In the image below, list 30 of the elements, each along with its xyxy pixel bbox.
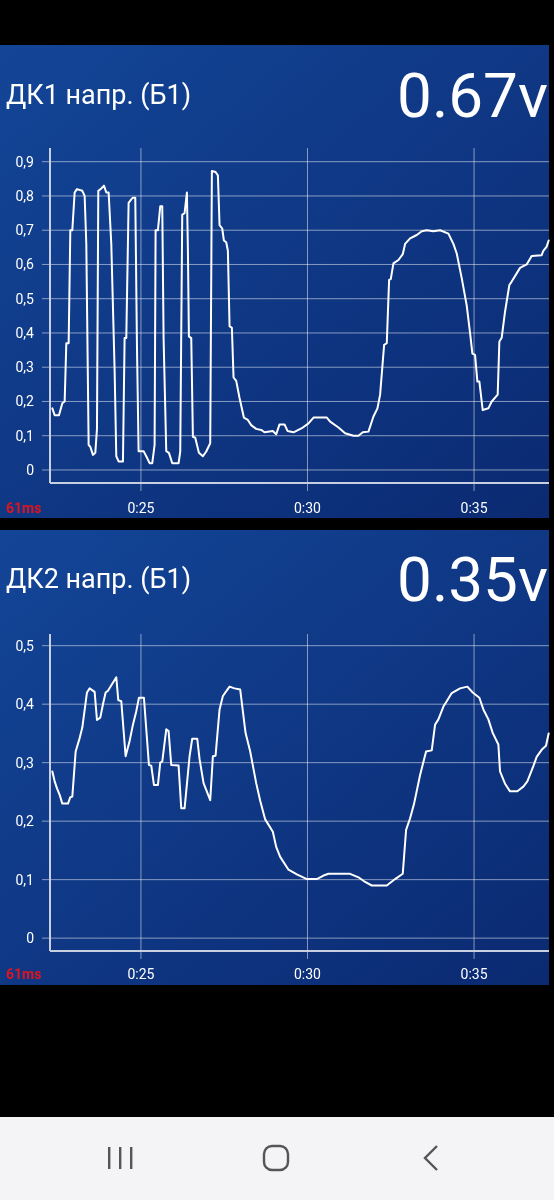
y-tick-label: 0,5 [15, 637, 35, 654]
y-tick-label: 0,6 [15, 256, 35, 273]
x-tick-label: 0:30 [293, 966, 322, 982]
chart-subtitle: 0.35v [397, 543, 548, 616]
y-tick-label: 0,4 [15, 324, 35, 341]
y-tick-label: 0,7 [15, 222, 35, 239]
y-tick-label: 0,2 [15, 393, 35, 410]
y-tick-label: 0,3 [15, 359, 34, 376]
text: 61ms [6, 500, 42, 516]
x-tick-label: 0:35 [460, 966, 488, 982]
y-tick-label: 0,1 [15, 871, 34, 888]
y-tick-label: 0,5 [15, 290, 35, 307]
chart-subtitle: 0.67v [397, 59, 548, 132]
line-series [51, 676, 550, 887]
y-tick-label: 0 [26, 461, 35, 478]
y-tick-label: 0,8 [15, 187, 35, 204]
y-tick-label: 0,4 [15, 696, 35, 713]
text: 61ms [6, 966, 42, 982]
x-tick-label: 0:30 [293, 500, 322, 516]
x-tick-label: 0:25 [127, 500, 155, 516]
y-tick-label: 0,9 [15, 153, 34, 170]
chart-title: ДК2 напр. (Б1) [6, 563, 192, 595]
x-tick-label: 0:25 [127, 966, 155, 982]
x-tick-label: 0:35 [460, 500, 488, 516]
line-series [51, 169, 550, 465]
chart-title: ДК1 напр. (Б1) [6, 79, 192, 111]
y-tick-label: 0 [26, 930, 35, 947]
y-tick-label: 0,3 [15, 754, 34, 771]
y-tick-label: 0,1 [15, 427, 34, 444]
y-tick-label: 0,2 [15, 813, 35, 830]
